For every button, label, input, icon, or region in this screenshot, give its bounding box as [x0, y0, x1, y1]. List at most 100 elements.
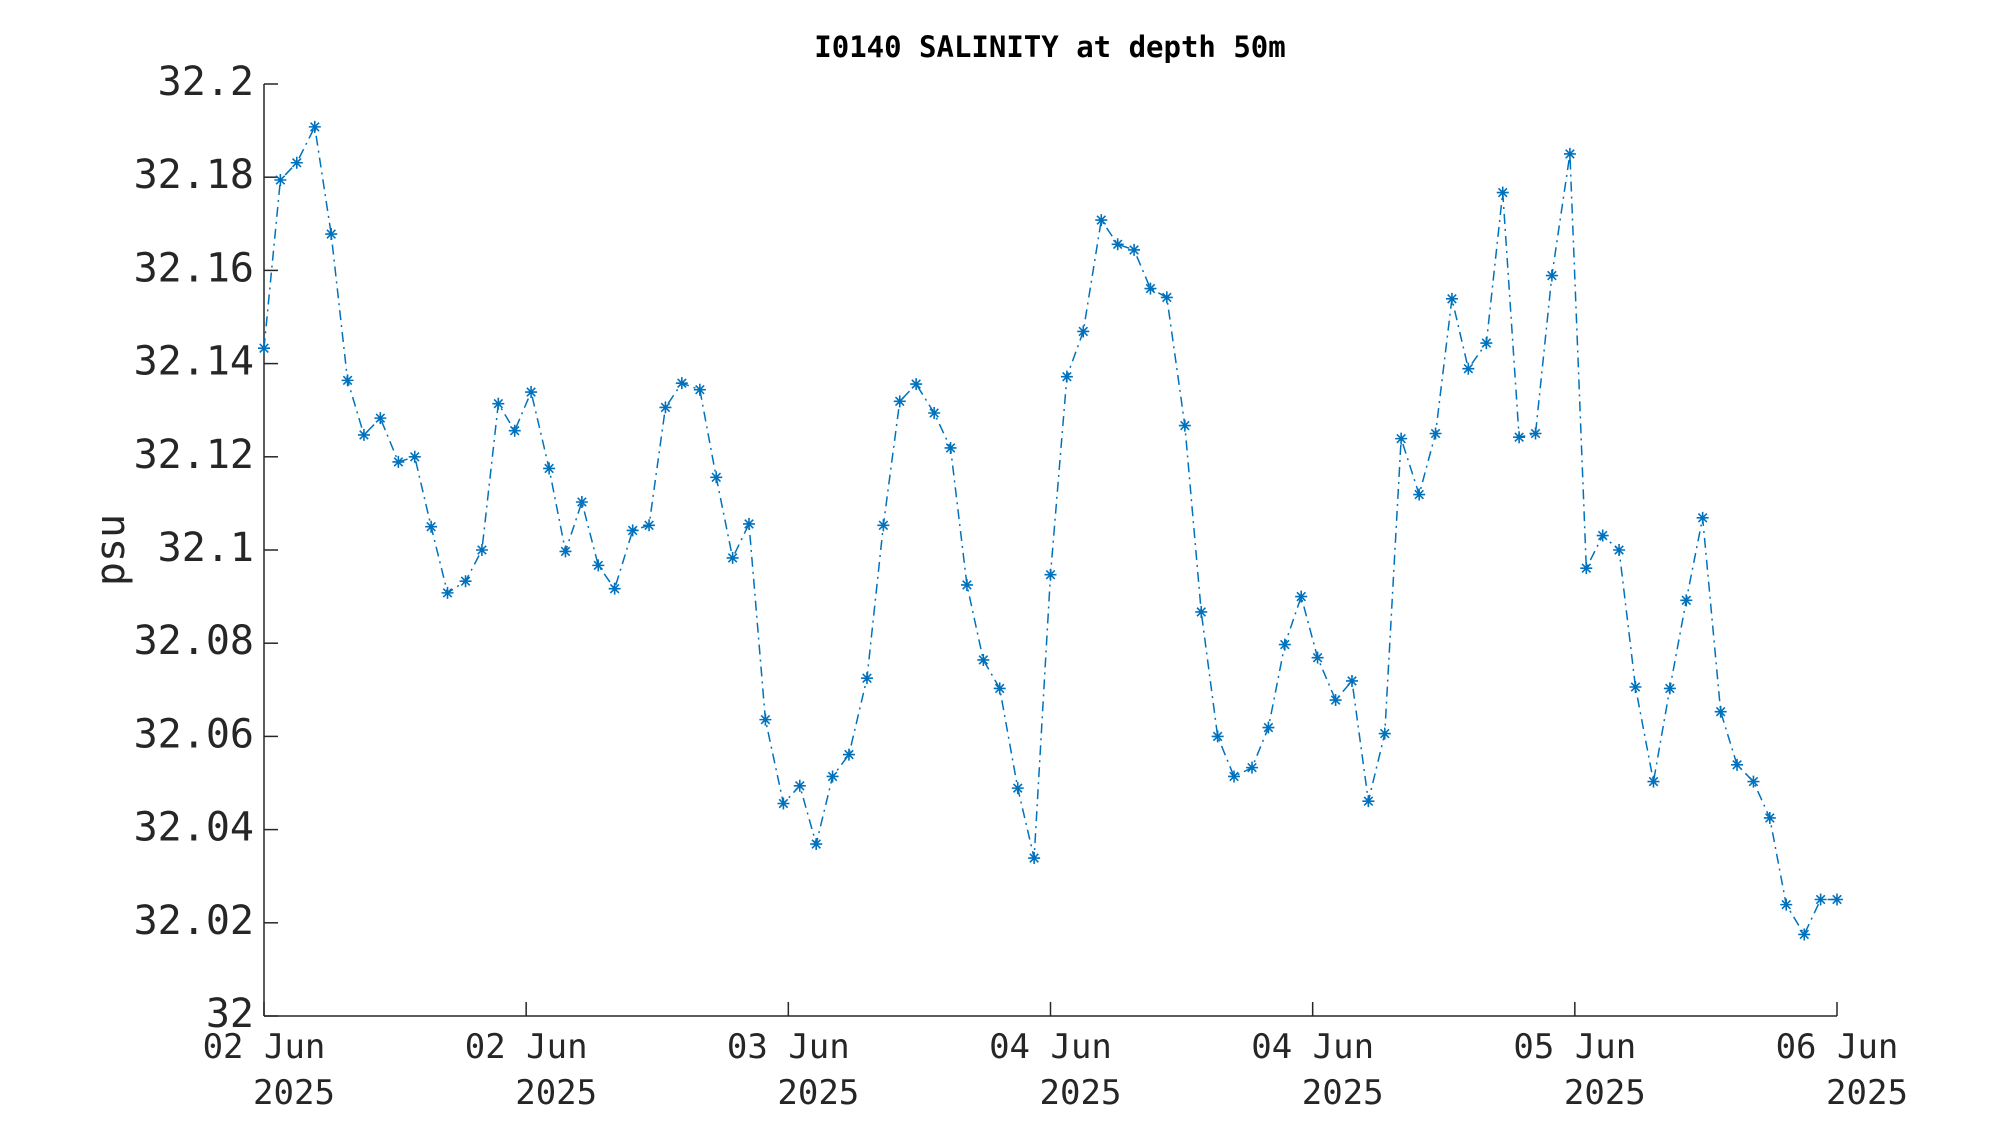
- data-point: [425, 520, 438, 533]
- data-point: [441, 586, 454, 599]
- data-point: [1160, 291, 1173, 304]
- data-point: [1044, 568, 1057, 581]
- data-point: [726, 551, 739, 564]
- data-point: [1563, 147, 1576, 160]
- data-point: [1329, 694, 1342, 707]
- data-point: [274, 173, 287, 186]
- data-point: [1395, 432, 1408, 445]
- data-point: [1295, 590, 1308, 603]
- y-tick-label: 32.04: [134, 805, 254, 851]
- data-point: [1429, 427, 1442, 440]
- data-point: [1195, 605, 1208, 618]
- data-point: [893, 395, 906, 408]
- data-point: [826, 770, 839, 783]
- data-point: [777, 797, 790, 810]
- data-point: [290, 156, 303, 169]
- data-point: [1228, 770, 1241, 783]
- data-point: [1629, 681, 1642, 694]
- data-point: [793, 779, 806, 792]
- y-tick-label: 32.18: [134, 152, 254, 198]
- data-point: [675, 377, 688, 390]
- data-point: [842, 748, 855, 761]
- data-point: [341, 374, 354, 387]
- data-point: [1311, 651, 1324, 664]
- data-point: [1763, 811, 1776, 824]
- chart-title: I0140 SALINITY at depth 50m: [814, 30, 1285, 64]
- data-point: [1663, 682, 1676, 695]
- data-point: [1596, 529, 1609, 542]
- data-point: [1445, 292, 1458, 305]
- data-point: [1345, 674, 1358, 687]
- data-point: [1095, 214, 1108, 227]
- data-point: [258, 342, 270, 355]
- data-point: [492, 397, 505, 410]
- data-point: [392, 455, 405, 468]
- y-tick-label: 32.12: [134, 432, 254, 478]
- data-point: [1496, 186, 1509, 199]
- x-tick-label: 02 Jun 2025: [203, 1027, 335, 1113]
- y-tick-label: 32.06: [134, 711, 254, 757]
- data-point: [408, 450, 421, 463]
- data-point: [1480, 337, 1493, 350]
- data-point: [944, 441, 957, 454]
- data-point: [960, 578, 973, 591]
- x-tick-label: 02 Jun 2025: [465, 1027, 597, 1113]
- y-tick-label: 32: [206, 991, 254, 1037]
- data-point: [1714, 705, 1727, 718]
- data-point: [1262, 721, 1275, 734]
- data-point: [1831, 893, 1843, 906]
- data-point: [1731, 758, 1744, 771]
- data-point: [693, 383, 706, 396]
- data-point: [1529, 427, 1542, 440]
- y-tick-label: 32.16: [134, 245, 254, 291]
- data-point: [910, 378, 923, 391]
- x-tick-label: 04 Jun 2025: [1251, 1027, 1383, 1113]
- x-tick-label: 04 Jun 2025: [989, 1027, 1121, 1113]
- y-tick-label: 32.08: [134, 618, 254, 664]
- data-point: [810, 838, 823, 851]
- data-point: [1378, 727, 1391, 740]
- data-point: [710, 471, 723, 484]
- data-point: [860, 672, 873, 685]
- data-point: [525, 386, 538, 399]
- data-point: [1178, 419, 1191, 432]
- data-point: [1413, 488, 1426, 501]
- y-tick-label: 32.14: [134, 339, 254, 385]
- y-axis-label: psu: [88, 514, 134, 586]
- data-point: [1580, 562, 1593, 575]
- data-point: [608, 582, 621, 595]
- data-point: [1798, 928, 1811, 941]
- data-point: [1144, 282, 1157, 295]
- data-point: [592, 559, 605, 572]
- data-point: [1077, 325, 1090, 338]
- data-point: [1111, 238, 1124, 251]
- data-point: [325, 228, 338, 241]
- data-point: [1545, 269, 1558, 282]
- x-tick-label: 06 Jun 2025: [1776, 1027, 1908, 1113]
- data-point: [1211, 730, 1224, 743]
- x-tick-label: 03 Jun 2025: [727, 1027, 859, 1113]
- data-point: [1613, 544, 1626, 556]
- data-point: [1462, 362, 1475, 375]
- data-point: [993, 682, 1006, 695]
- data-point: [659, 401, 672, 414]
- data-point: [743, 517, 756, 530]
- data-point: [308, 120, 321, 133]
- x-tick-label: 05 Jun 2025: [1513, 1027, 1645, 1113]
- data-point: [1747, 775, 1760, 788]
- data-point: [543, 462, 556, 475]
- y-tick-label: 32.02: [134, 898, 254, 944]
- data-point: [1028, 852, 1041, 865]
- data-point: [575, 496, 588, 509]
- data-point: [1780, 898, 1793, 911]
- data-point: [357, 428, 370, 441]
- data-point: [977, 653, 990, 666]
- data-point: [374, 412, 387, 425]
- data-point: [559, 545, 572, 558]
- data-point: [475, 544, 488, 556]
- data-point: [1362, 795, 1375, 808]
- data-line: [263, 124, 1837, 937]
- data-point: [1696, 511, 1709, 524]
- data-point: [1278, 638, 1291, 651]
